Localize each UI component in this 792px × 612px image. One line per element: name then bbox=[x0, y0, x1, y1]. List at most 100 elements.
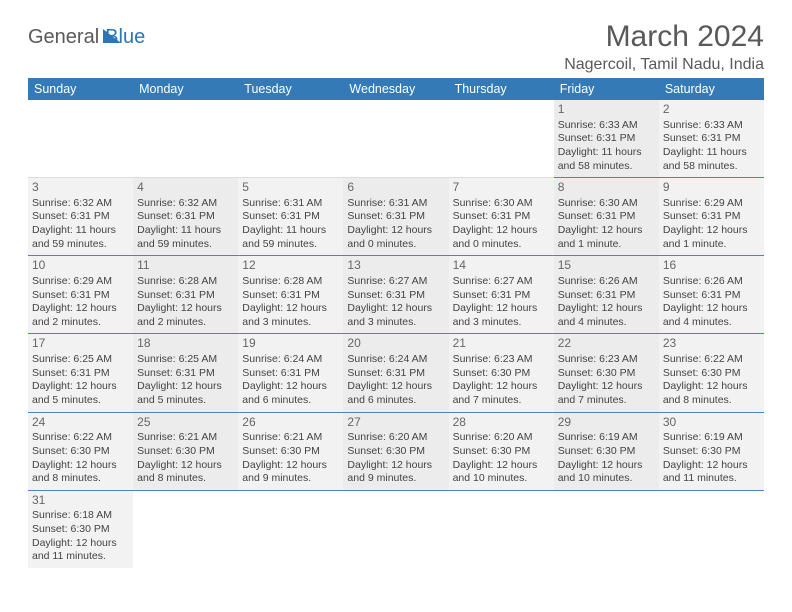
sunrise-line: Sunrise: 6:33 AM bbox=[558, 119, 655, 133]
calendar-day-cell: 8Sunrise: 6:30 AMSunset: 6:31 PMDaylight… bbox=[554, 178, 659, 256]
daylight-line: Daylight: 12 hours and 1 minute. bbox=[558, 224, 655, 251]
sunset-line: Sunset: 6:31 PM bbox=[137, 289, 234, 303]
calendar-day-cell bbox=[449, 490, 554, 568]
daylight-line: Daylight: 12 hours and 0 minutes. bbox=[347, 224, 444, 251]
calendar-day-cell: 18Sunrise: 6:25 AMSunset: 6:31 PMDayligh… bbox=[133, 334, 238, 412]
day-number: 22 bbox=[558, 336, 655, 352]
day-number: 18 bbox=[137, 336, 234, 352]
calendar-week-row: 3Sunrise: 6:32 AMSunset: 6:31 PMDaylight… bbox=[28, 178, 764, 256]
daylight-line: Daylight: 12 hours and 10 minutes. bbox=[453, 459, 550, 486]
day-number: 15 bbox=[558, 258, 655, 274]
day-number: 19 bbox=[242, 336, 339, 352]
sunrise-line: Sunrise: 6:20 AM bbox=[347, 431, 444, 445]
sunset-line: Sunset: 6:31 PM bbox=[663, 289, 760, 303]
daylight-line: Daylight: 12 hours and 3 minutes. bbox=[453, 302, 550, 329]
sunrise-line: Sunrise: 6:28 AM bbox=[137, 275, 234, 289]
sunrise-line: Sunrise: 6:32 AM bbox=[32, 197, 129, 211]
sunrise-line: Sunrise: 6:33 AM bbox=[663, 119, 760, 133]
page-header: General Blue March 2024 Nagercoil, Tamil… bbox=[28, 20, 764, 74]
sunset-line: Sunset: 6:30 PM bbox=[453, 445, 550, 459]
sunset-line: Sunset: 6:31 PM bbox=[453, 289, 550, 303]
calendar-day-cell: 16Sunrise: 6:26 AMSunset: 6:31 PMDayligh… bbox=[659, 256, 764, 334]
calendar-day-cell: 14Sunrise: 6:27 AMSunset: 6:31 PMDayligh… bbox=[449, 256, 554, 334]
calendar-day-cell: 28Sunrise: 6:20 AMSunset: 6:30 PMDayligh… bbox=[449, 412, 554, 490]
sunset-line: Sunset: 6:30 PM bbox=[32, 445, 129, 459]
sunrise-line: Sunrise: 6:30 AM bbox=[453, 197, 550, 211]
day-number: 4 bbox=[137, 180, 234, 196]
sunset-line: Sunset: 6:30 PM bbox=[137, 445, 234, 459]
day-number: 30 bbox=[663, 415, 760, 431]
day-number: 7 bbox=[453, 180, 550, 196]
calendar-week-row: 31Sunrise: 6:18 AMSunset: 6:30 PMDayligh… bbox=[28, 490, 764, 568]
sunset-line: Sunset: 6:31 PM bbox=[242, 210, 339, 224]
daylight-line: Daylight: 12 hours and 8 minutes. bbox=[32, 459, 129, 486]
day-number: 9 bbox=[663, 180, 760, 196]
sunrise-line: Sunrise: 6:31 AM bbox=[242, 197, 339, 211]
day-number: 12 bbox=[242, 258, 339, 274]
sunrise-line: Sunrise: 6:22 AM bbox=[32, 431, 129, 445]
sunrise-line: Sunrise: 6:23 AM bbox=[558, 353, 655, 367]
sunset-line: Sunset: 6:31 PM bbox=[32, 367, 129, 381]
sunset-line: Sunset: 6:30 PM bbox=[453, 367, 550, 381]
day-number: 14 bbox=[453, 258, 550, 274]
sunset-line: Sunset: 6:31 PM bbox=[137, 210, 234, 224]
calendar-day-cell bbox=[343, 100, 448, 178]
calendar-day-cell: 29Sunrise: 6:19 AMSunset: 6:30 PMDayligh… bbox=[554, 412, 659, 490]
sunset-line: Sunset: 6:31 PM bbox=[32, 210, 129, 224]
sunrise-line: Sunrise: 6:24 AM bbox=[242, 353, 339, 367]
calendar-week-row: 17Sunrise: 6:25 AMSunset: 6:31 PMDayligh… bbox=[28, 334, 764, 412]
sunset-line: Sunset: 6:30 PM bbox=[558, 445, 655, 459]
month-title: March 2024 bbox=[564, 20, 764, 54]
daylight-line: Daylight: 12 hours and 7 minutes. bbox=[453, 380, 550, 407]
sunrise-line: Sunrise: 6:21 AM bbox=[242, 431, 339, 445]
sunrise-line: Sunrise: 6:24 AM bbox=[347, 353, 444, 367]
day-number: 24 bbox=[32, 415, 129, 431]
calendar-day-cell: 23Sunrise: 6:22 AMSunset: 6:30 PMDayligh… bbox=[659, 334, 764, 412]
sunrise-line: Sunrise: 6:22 AM bbox=[663, 353, 760, 367]
calendar-day-cell: 2Sunrise: 6:33 AMSunset: 6:31 PMDaylight… bbox=[659, 100, 764, 178]
daylight-line: Daylight: 12 hours and 1 minute. bbox=[663, 224, 760, 251]
day-header: Sunday bbox=[28, 78, 133, 100]
daylight-line: Daylight: 12 hours and 3 minutes. bbox=[347, 302, 444, 329]
day-header: Monday bbox=[133, 78, 238, 100]
day-header: Wednesday bbox=[343, 78, 448, 100]
daylight-line: Daylight: 12 hours and 7 minutes. bbox=[558, 380, 655, 407]
sunset-line: Sunset: 6:30 PM bbox=[663, 445, 760, 459]
calendar-day-cell bbox=[238, 100, 343, 178]
logo-text-blue: Blue bbox=[105, 26, 145, 49]
day-number: 10 bbox=[32, 258, 129, 274]
calendar-day-cell: 9Sunrise: 6:29 AMSunset: 6:31 PMDaylight… bbox=[659, 178, 764, 256]
sunrise-line: Sunrise: 6:25 AM bbox=[137, 353, 234, 367]
calendar-day-cell: 24Sunrise: 6:22 AMSunset: 6:30 PMDayligh… bbox=[28, 412, 133, 490]
calendar-day-cell: 26Sunrise: 6:21 AMSunset: 6:30 PMDayligh… bbox=[238, 412, 343, 490]
sunset-line: Sunset: 6:30 PM bbox=[242, 445, 339, 459]
calendar-day-cell: 11Sunrise: 6:28 AMSunset: 6:31 PMDayligh… bbox=[133, 256, 238, 334]
day-number: 16 bbox=[663, 258, 760, 274]
sunrise-line: Sunrise: 6:27 AM bbox=[453, 275, 550, 289]
daylight-line: Daylight: 12 hours and 8 minutes. bbox=[137, 459, 234, 486]
calendar-day-cell bbox=[133, 100, 238, 178]
daylight-line: Daylight: 11 hours and 58 minutes. bbox=[663, 146, 760, 173]
daylight-line: Daylight: 12 hours and 9 minutes. bbox=[347, 459, 444, 486]
day-number: 23 bbox=[663, 336, 760, 352]
calendar-day-cell: 17Sunrise: 6:25 AMSunset: 6:31 PMDayligh… bbox=[28, 334, 133, 412]
day-number: 25 bbox=[137, 415, 234, 431]
daylight-line: Daylight: 12 hours and 11 minutes. bbox=[32, 537, 129, 564]
sunrise-line: Sunrise: 6:27 AM bbox=[347, 275, 444, 289]
sunset-line: Sunset: 6:31 PM bbox=[32, 289, 129, 303]
calendar-day-cell: 27Sunrise: 6:20 AMSunset: 6:30 PMDayligh… bbox=[343, 412, 448, 490]
calendar-day-cell: 13Sunrise: 6:27 AMSunset: 6:31 PMDayligh… bbox=[343, 256, 448, 334]
daylight-line: Daylight: 12 hours and 5 minutes. bbox=[137, 380, 234, 407]
day-number: 11 bbox=[137, 258, 234, 274]
day-number: 6 bbox=[347, 180, 444, 196]
sunset-line: Sunset: 6:31 PM bbox=[347, 289, 444, 303]
daylight-line: Daylight: 11 hours and 59 minutes. bbox=[32, 224, 129, 251]
daylight-line: Daylight: 12 hours and 9 minutes. bbox=[242, 459, 339, 486]
calendar-day-cell: 10Sunrise: 6:29 AMSunset: 6:31 PMDayligh… bbox=[28, 256, 133, 334]
day-header-row: SundayMondayTuesdayWednesdayThursdayFrid… bbox=[28, 78, 764, 100]
day-number: 28 bbox=[453, 415, 550, 431]
calendar-day-cell: 3Sunrise: 6:32 AMSunset: 6:31 PMDaylight… bbox=[28, 178, 133, 256]
calendar-day-cell: 21Sunrise: 6:23 AMSunset: 6:30 PMDayligh… bbox=[449, 334, 554, 412]
calendar-day-cell bbox=[554, 490, 659, 568]
sunset-line: Sunset: 6:31 PM bbox=[558, 132, 655, 146]
